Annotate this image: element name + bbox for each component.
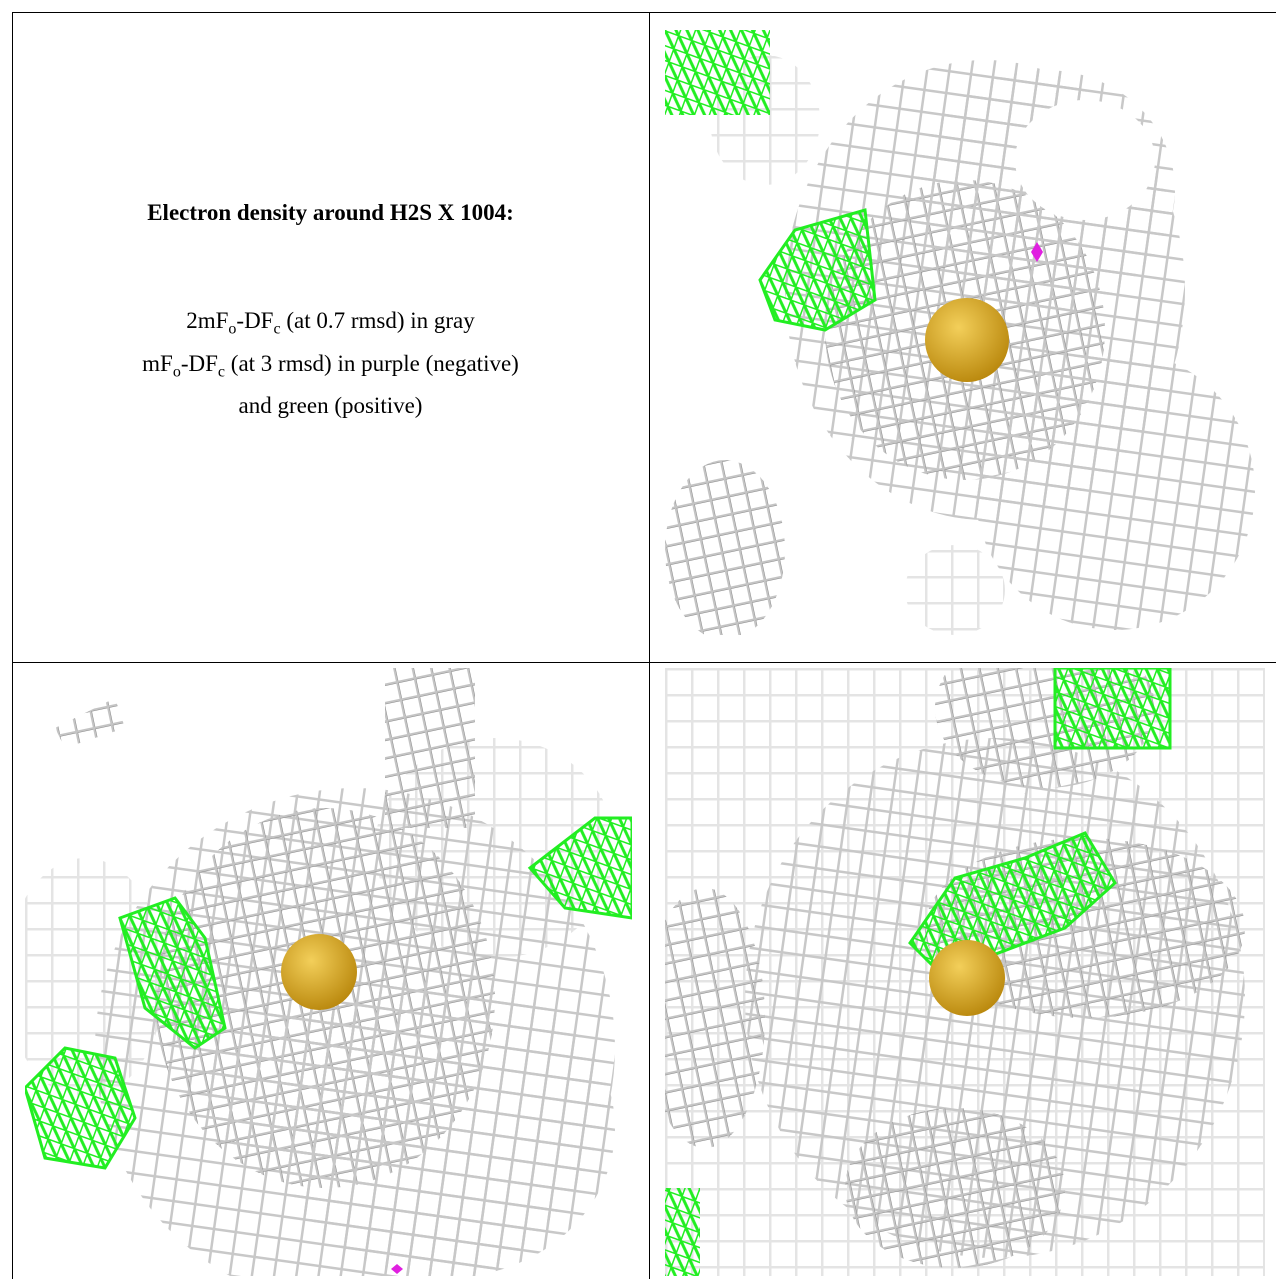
divider	[649, 12, 650, 1279]
caption-lines: 2mFo-DFc (at 0.7 rmsd) in gray mFo-DFc (a…	[12, 304, 649, 423]
text: -DF	[236, 308, 274, 333]
density-view	[665, 30, 1265, 635]
subscript: c	[273, 320, 281, 338]
caption-line: mFo-DFc (at 3 rmsd) in purple (negative)	[12, 347, 649, 390]
text: and green (positive)	[238, 393, 423, 419]
text: 2mF	[186, 308, 229, 333]
caption-line: 2mFo-DFc (at 0.7 rmsd) in gray	[12, 304, 649, 347]
density-view	[665, 668, 1265, 1276]
caption: Electron density around H2S X 1004: 2mFo…	[12, 200, 649, 423]
text: (at 3 rmsd) in purple (negative)	[225, 350, 519, 376]
subscript: o	[228, 320, 237, 338]
subscript: c	[217, 363, 226, 381]
text: (at 0.7 rmsd) in gray	[280, 308, 475, 333]
text: mF	[142, 350, 173, 376]
subscript: o	[172, 363, 181, 381]
density-view	[25, 668, 632, 1276]
caption-line: and green (positive)	[12, 389, 649, 423]
table-frame	[12, 12, 1276, 1279]
caption-title: Electron density around H2S X 1004:	[147, 200, 514, 225]
divider	[12, 662, 1276, 663]
text: -DF	[180, 350, 218, 376]
